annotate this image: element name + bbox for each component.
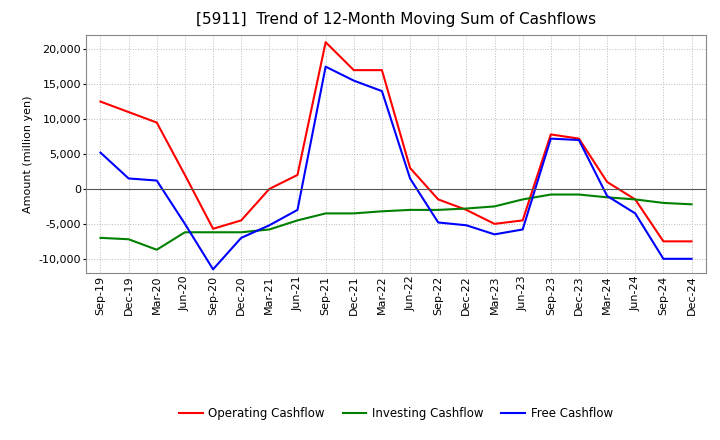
Free Cashflow	[462, 223, 471, 228]
Operating Cashflow	[687, 239, 696, 244]
Free Cashflow	[293, 207, 302, 213]
Operating Cashflow	[406, 165, 415, 171]
Investing Cashflow	[321, 211, 330, 216]
Investing Cashflow	[349, 211, 358, 216]
Line: Operating Cashflow: Operating Cashflow	[101, 42, 691, 242]
Investing Cashflow	[687, 202, 696, 207]
Investing Cashflow	[181, 230, 189, 235]
Operating Cashflow	[518, 218, 527, 223]
Operating Cashflow	[546, 132, 555, 137]
Investing Cashflow	[490, 204, 499, 209]
Investing Cashflow	[377, 209, 386, 214]
Operating Cashflow	[575, 136, 583, 141]
Free Cashflow	[209, 267, 217, 272]
Free Cashflow	[490, 232, 499, 237]
Investing Cashflow	[153, 247, 161, 253]
Free Cashflow	[96, 150, 105, 155]
Free Cashflow	[377, 88, 386, 94]
Operating Cashflow	[462, 207, 471, 213]
Free Cashflow	[659, 256, 667, 261]
Operating Cashflow	[209, 226, 217, 231]
Free Cashflow	[265, 223, 274, 228]
Free Cashflow	[603, 193, 611, 198]
Free Cashflow	[434, 220, 443, 225]
Investing Cashflow	[603, 194, 611, 200]
Operating Cashflow	[153, 120, 161, 125]
Operating Cashflow	[349, 67, 358, 73]
Investing Cashflow	[209, 230, 217, 235]
Operating Cashflow	[631, 197, 639, 202]
Investing Cashflow	[265, 227, 274, 232]
Investing Cashflow	[631, 197, 639, 202]
Operating Cashflow	[293, 172, 302, 178]
Title: [5911]  Trend of 12-Month Moving Sum of Cashflows: [5911] Trend of 12-Month Moving Sum of C…	[196, 12, 596, 27]
Line: Free Cashflow: Free Cashflow	[101, 66, 691, 269]
Investing Cashflow	[125, 237, 133, 242]
Operating Cashflow	[321, 40, 330, 45]
Operating Cashflow	[125, 110, 133, 115]
Free Cashflow	[237, 235, 246, 241]
Free Cashflow	[181, 221, 189, 227]
Operating Cashflow	[434, 197, 443, 202]
Investing Cashflow	[237, 230, 246, 235]
Free Cashflow	[546, 136, 555, 141]
Investing Cashflow	[406, 207, 415, 213]
Investing Cashflow	[575, 192, 583, 197]
Investing Cashflow	[434, 207, 443, 213]
Free Cashflow	[153, 178, 161, 183]
Free Cashflow	[631, 211, 639, 216]
Investing Cashflow	[293, 218, 302, 223]
Investing Cashflow	[546, 192, 555, 197]
Operating Cashflow	[181, 172, 189, 178]
Operating Cashflow	[96, 99, 105, 104]
Free Cashflow	[349, 78, 358, 83]
Investing Cashflow	[659, 200, 667, 205]
Operating Cashflow	[603, 180, 611, 185]
Operating Cashflow	[659, 239, 667, 244]
Operating Cashflow	[490, 221, 499, 227]
Free Cashflow	[687, 256, 696, 261]
Operating Cashflow	[237, 218, 246, 223]
Operating Cashflow	[377, 67, 386, 73]
Free Cashflow	[125, 176, 133, 181]
Free Cashflow	[518, 227, 527, 232]
Line: Investing Cashflow: Investing Cashflow	[101, 194, 691, 250]
Y-axis label: Amount (million yen): Amount (million yen)	[23, 95, 33, 213]
Free Cashflow	[406, 176, 415, 181]
Operating Cashflow	[265, 186, 274, 191]
Investing Cashflow	[518, 197, 527, 202]
Free Cashflow	[321, 64, 330, 69]
Legend: Operating Cashflow, Investing Cashflow, Free Cashflow: Operating Cashflow, Investing Cashflow, …	[174, 402, 618, 425]
Free Cashflow	[575, 137, 583, 143]
Investing Cashflow	[462, 206, 471, 211]
Investing Cashflow	[96, 235, 105, 241]
